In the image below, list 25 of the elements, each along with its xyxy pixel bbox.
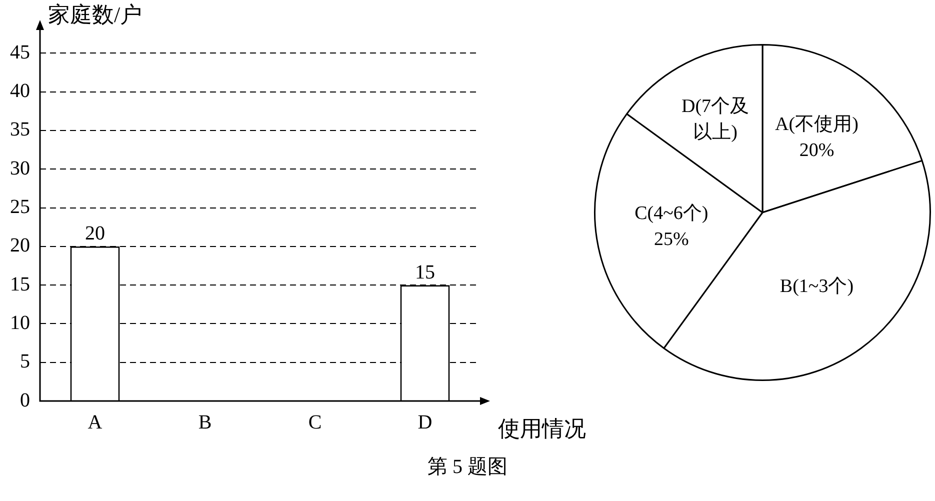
data-label: 25% (654, 228, 689, 250)
y-tick-label: 45 (10, 41, 30, 64)
y-tick-label: 5 (20, 350, 30, 373)
y-tick-label: 25 (10, 196, 30, 218)
y-tick-label: 15 (10, 273, 30, 296)
slice-label: C(4~6个) (634, 202, 708, 224)
slice-label: D(7个及以上) (682, 96, 750, 143)
x-axis-title: 使用情况 (498, 416, 586, 441)
slice-label: B(1~3个) (780, 276, 854, 298)
x-tick-label: D (418, 411, 432, 434)
x-tick-label: C (308, 411, 322, 434)
y-tick-label: 20 (10, 234, 30, 257)
y-axis-title: 家庭数/户 (48, 2, 142, 27)
text: 第 5 题图 (426, 455, 508, 480)
data-label: 20% (799, 140, 834, 161)
y-tick-label: 35 (10, 118, 30, 141)
y-tick-label: 10 (10, 312, 30, 334)
y-tick-label: 30 (10, 157, 30, 180)
y-tick-label: 40 (10, 80, 30, 102)
data-label: 20 (85, 222, 105, 245)
data-label: 15 (415, 261, 435, 284)
x-tick-label: B (198, 411, 212, 434)
slice-label: A(不使用) (775, 114, 858, 135)
x-tick-label: A (88, 411, 103, 434)
y-tick-label: 0 (20, 389, 30, 412)
